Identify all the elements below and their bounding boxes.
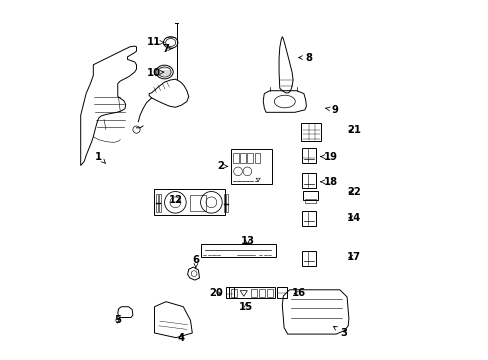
Text: 8: 8 (298, 53, 312, 63)
Text: 16: 16 (291, 288, 305, 298)
Text: 9: 9 (325, 105, 337, 115)
Text: 10: 10 (146, 68, 163, 78)
Text: 17: 17 (346, 252, 361, 262)
Text: 21: 21 (346, 125, 361, 135)
Text: 12: 12 (169, 195, 183, 205)
Text: 2: 2 (217, 161, 227, 171)
Text: 11: 11 (146, 37, 163, 48)
Text: 22: 22 (346, 186, 361, 197)
Text: 15: 15 (239, 302, 253, 312)
Text: 13: 13 (240, 236, 254, 246)
Text: 20: 20 (209, 288, 223, 298)
Text: 7: 7 (162, 44, 172, 54)
Text: 6: 6 (192, 255, 199, 268)
Text: 19: 19 (320, 152, 337, 162)
Text: 1: 1 (95, 152, 105, 163)
Text: 5: 5 (114, 315, 121, 325)
Text: 3: 3 (333, 326, 346, 338)
Text: 18: 18 (320, 177, 337, 187)
Text: 4: 4 (178, 333, 184, 343)
Text: 14: 14 (346, 213, 361, 223)
